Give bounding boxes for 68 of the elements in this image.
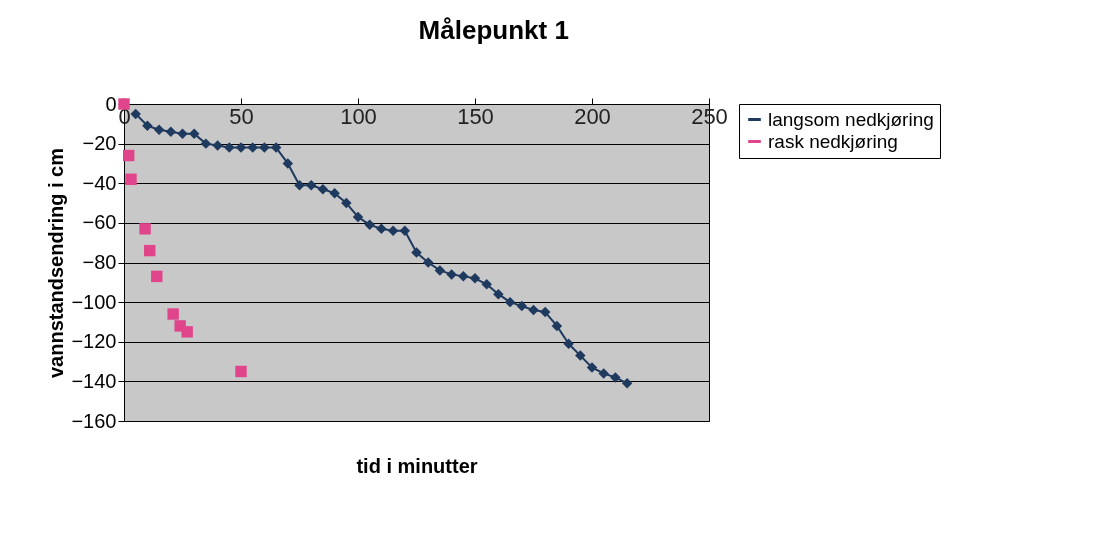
point xyxy=(235,142,247,153)
point xyxy=(539,306,551,318)
point xyxy=(422,257,434,268)
point xyxy=(317,183,329,195)
point xyxy=(551,320,563,332)
point xyxy=(621,378,633,389)
point xyxy=(399,225,411,237)
point xyxy=(458,271,469,282)
point xyxy=(259,142,270,153)
point xyxy=(270,142,282,153)
y-tick-label: −60 xyxy=(82,211,117,234)
point xyxy=(153,124,165,135)
point xyxy=(598,368,609,379)
point xyxy=(493,288,504,300)
point xyxy=(247,142,258,153)
point xyxy=(411,247,422,258)
point xyxy=(469,273,481,284)
point xyxy=(177,128,188,139)
point xyxy=(341,197,352,209)
point xyxy=(446,269,457,280)
x-axis-title: tid i minutter xyxy=(356,454,478,477)
point xyxy=(516,300,528,312)
point xyxy=(575,350,586,361)
point xyxy=(282,158,294,169)
y-tick-label: −20 xyxy=(82,132,117,155)
point xyxy=(188,128,200,139)
point xyxy=(329,187,340,199)
x-tick-label: 200 xyxy=(574,103,611,129)
point xyxy=(122,149,135,162)
point xyxy=(387,225,399,237)
y-tick-label: −140 xyxy=(71,369,117,392)
x-tick-label: 100 xyxy=(340,103,377,129)
point xyxy=(364,219,375,231)
legend-label: langsom nedkjøring xyxy=(768,108,934,130)
x-tick-label: 50 xyxy=(229,103,254,129)
point xyxy=(305,179,317,191)
point xyxy=(235,365,247,378)
point xyxy=(352,211,364,223)
point xyxy=(376,223,387,235)
point xyxy=(167,308,179,320)
point xyxy=(139,223,151,235)
point xyxy=(200,138,212,149)
point xyxy=(224,142,235,153)
point xyxy=(563,338,574,349)
point xyxy=(142,120,153,132)
point xyxy=(181,326,193,338)
point xyxy=(610,372,621,383)
point xyxy=(294,179,305,191)
chart-title: Målepunkt 1 xyxy=(418,15,569,45)
y-tick-label: −80 xyxy=(82,251,117,273)
x-tick-label: 150 xyxy=(457,103,494,129)
y-tick-label: −120 xyxy=(71,330,117,353)
point xyxy=(481,279,492,290)
y-tick-label: −40 xyxy=(82,171,117,194)
point xyxy=(586,362,598,373)
point xyxy=(130,108,141,120)
y-axis-title: vannstandsendring i cm xyxy=(45,147,68,379)
point xyxy=(151,270,163,283)
point xyxy=(144,244,156,257)
y-tick-label: −100 xyxy=(71,290,117,313)
legend-label: rask nedkjøring xyxy=(768,130,898,152)
y-tick-label: −160 xyxy=(71,409,117,432)
point xyxy=(434,265,446,276)
point xyxy=(212,140,223,151)
point xyxy=(528,304,539,316)
point xyxy=(125,173,137,185)
point xyxy=(165,126,177,137)
point xyxy=(504,296,516,308)
